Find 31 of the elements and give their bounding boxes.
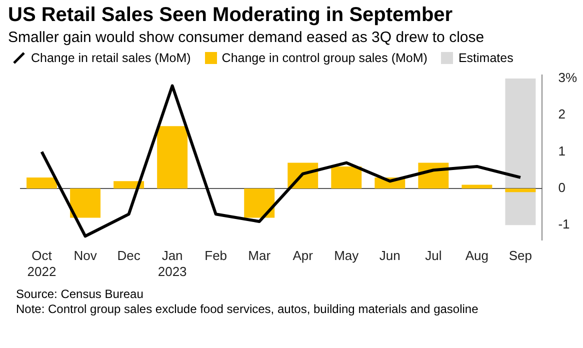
text: Note: Control group sales exclude food services, autos, building materials and gasoline [16,302,480,317]
y-tick-label: 0 [558,180,566,196]
x-tick-label: May [334,248,360,264]
x-tick-label: Jun [379,248,400,264]
chart-subtitle: Smaller gain would show consumer demand eased as 3Q drew to close [7,29,486,46]
x-tick-label: Feb [204,248,228,264]
source-note: Source: Census Bureau [16,287,144,302]
x-tick-label: Jan 2023 [158,248,187,279]
y-tick-label: 3% [558,70,578,86]
x-tick-label: Apr [292,248,314,264]
x-tick-label: Dec [117,248,141,264]
bar [157,126,188,188]
x-tick-label: Aug [465,248,489,264]
bar [331,166,362,188]
x-tick-label: Sep [508,248,532,264]
x-tick-label: Oct 2022 [27,248,56,279]
bar [26,177,57,188]
y-tick-label: 2 [558,106,566,122]
bar [462,184,492,188]
bar [244,188,275,218]
y-tick-label: -1 [558,216,570,232]
y-tick-label: 1 [558,143,566,158]
x-tick-label: Jul [425,248,442,264]
bar [505,188,536,192]
bar [70,188,101,218]
legend-label: Change in control group sales (MoM) [222,51,428,65]
chart-title: US Retail Sales Seen Moderating in September [7,4,454,27]
x-tick-label: Mar [248,248,272,264]
legend-label: Estimates [458,51,514,65]
legend-label: Change in retail sales (MoM) [31,51,191,65]
x-tick-label: Nov [74,248,98,264]
